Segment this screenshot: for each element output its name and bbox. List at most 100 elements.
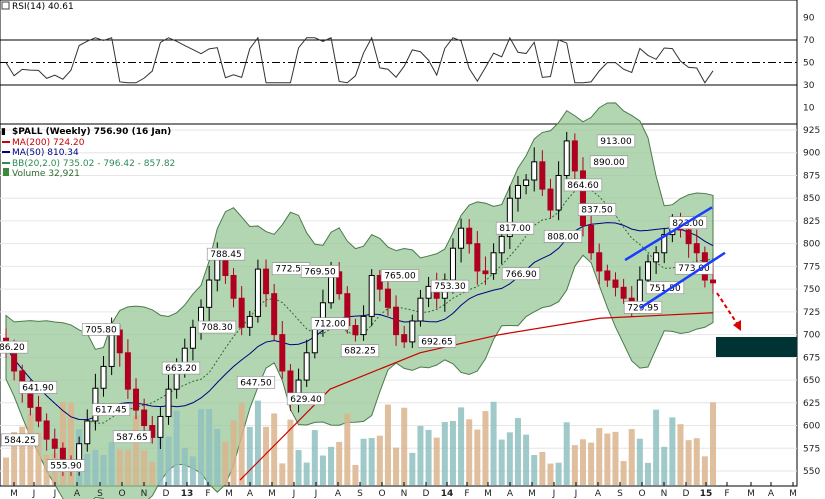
volume-bar [319,455,326,485]
volume-bar [84,453,91,485]
price-tick-label: 750 [803,285,820,295]
candle-body [230,274,237,299]
volume-bar [214,428,221,485]
candle-body [336,271,343,295]
price-annotation: 692.65 [421,337,453,347]
volume-bar [474,429,481,485]
volume-bar [35,432,42,485]
price-tick-label: 825 [803,217,820,227]
price-tick-label: 600 [803,422,820,432]
price-annotation-box [286,392,326,406]
volume-bar [661,446,668,485]
price-annotation: 708.30 [201,323,233,333]
candle-body [189,326,196,349]
volume-bar [206,409,213,485]
candle-body [555,174,562,211]
price-annotation: 765.00 [384,271,416,281]
volume-bar [376,435,383,485]
volume-bar [189,456,196,485]
x-tick-label: A [247,489,254,499]
x-tick-label: S [617,489,623,499]
price-tick-label: 725 [803,308,820,318]
legend-ma200: MA(200) 724.20 [12,138,85,148]
volume-bar [539,451,546,485]
volume-bar [68,402,75,485]
x-tick-label: 13 [181,489,194,499]
volume-bar [254,400,261,485]
x-tick-label: 14 [441,489,454,499]
volume-bar [124,449,131,485]
rsi-tick-label: 70 [803,36,815,46]
channel-lower [639,251,726,310]
volume-bar [555,462,562,485]
volume-bar [547,463,554,485]
x-tick-label: S [97,489,103,499]
volume-bar [222,441,229,485]
rsi-label: RSI(14) 40.61 [12,2,74,12]
price-annotation: 663.20 [165,364,197,374]
candle-body [531,161,538,181]
legend-volume-swatch [3,168,9,176]
candle-body [165,388,172,417]
x-tick-label: J [314,489,318,499]
volume-bar [588,442,595,485]
price-tick-label: 925 [803,126,820,136]
x-tick-label: D [163,489,170,499]
legend-volume: Volume 32,921 [12,169,80,179]
x-tick-label: A [74,489,81,499]
volume-bar [628,429,635,485]
price-annotation-box [91,403,131,416]
volume-bar [43,454,50,485]
volume-bar [701,456,708,485]
volume-bar [693,438,700,485]
candle-body [157,415,164,438]
volume-bar [295,450,302,485]
x-tick-label: N [661,489,668,499]
price-annotation-box [300,265,340,278]
volume-bar [181,447,188,485]
volume-bar [230,420,237,485]
price-annotation-box [380,269,420,282]
x-tick-label: M [268,489,276,499]
price-annotation-box [18,381,58,394]
x-tick-label: N [141,489,148,499]
candle-body [246,315,253,328]
x-tick-label: D [683,489,690,499]
candle-body [547,188,554,211]
volume-bar [19,426,26,485]
candle-body [409,320,416,343]
candle-body [279,334,286,372]
x-tick-label: M [10,489,18,499]
candle-body [506,197,513,237]
volume-bar [449,420,456,485]
volume-bar [246,426,253,485]
volume-bar [198,409,205,485]
price-annotation: 647.50 [240,378,272,388]
candle-body [604,270,611,281]
volume-bar [441,421,448,485]
x-tick-label: N [401,489,408,499]
volume-bar [425,429,432,485]
volume-bar [563,422,570,485]
x-tick-label: M [484,489,492,499]
volume-bar [238,402,245,485]
volume-bar [490,401,497,485]
volume-bar [328,446,335,485]
candle-body [539,161,546,190]
x-tick-label: J [53,489,57,499]
candle-body [271,293,278,336]
x-tick-label: F [205,489,210,499]
candle-body [141,409,148,427]
x-tick-label: S [357,489,363,499]
rsi-tick-label: 50 [803,59,815,69]
price-tick-label: 650 [803,376,820,386]
candle-body [693,243,700,254]
volume-bar [523,434,530,485]
volume-bar [384,404,391,485]
volume-bar [303,462,310,485]
channel-upper [624,206,713,262]
candle-body [523,179,530,186]
candle-body [263,268,270,295]
volume-bar [133,415,140,485]
